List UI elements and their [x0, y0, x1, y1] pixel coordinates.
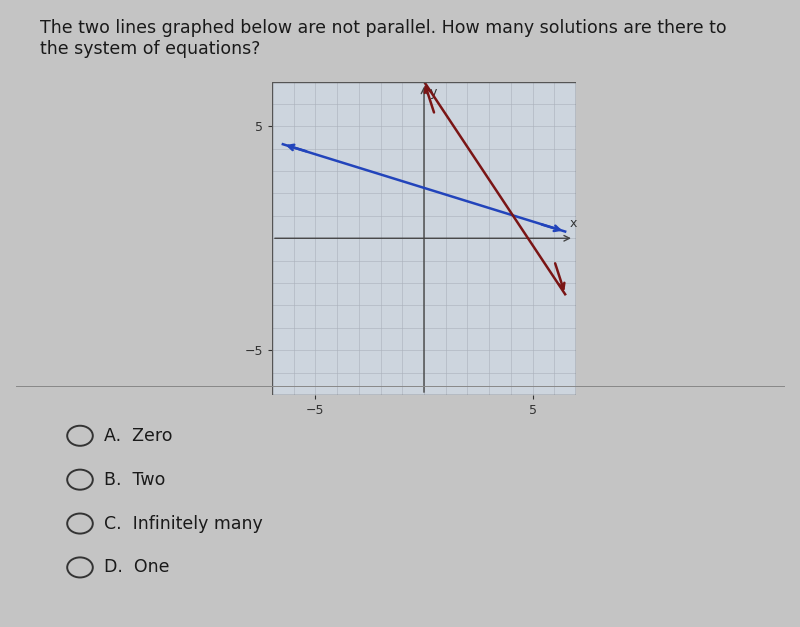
Text: x: x: [570, 218, 577, 231]
Text: A.  Zero: A. Zero: [104, 427, 173, 445]
Text: D.  One: D. One: [104, 559, 170, 576]
Text: C.  Infinitely many: C. Infinitely many: [104, 515, 262, 532]
Text: The two lines graphed below are not parallel. How many solutions are there to
th: The two lines graphed below are not para…: [40, 19, 726, 58]
Text: y: y: [430, 86, 437, 99]
Text: B.  Two: B. Two: [104, 471, 166, 488]
